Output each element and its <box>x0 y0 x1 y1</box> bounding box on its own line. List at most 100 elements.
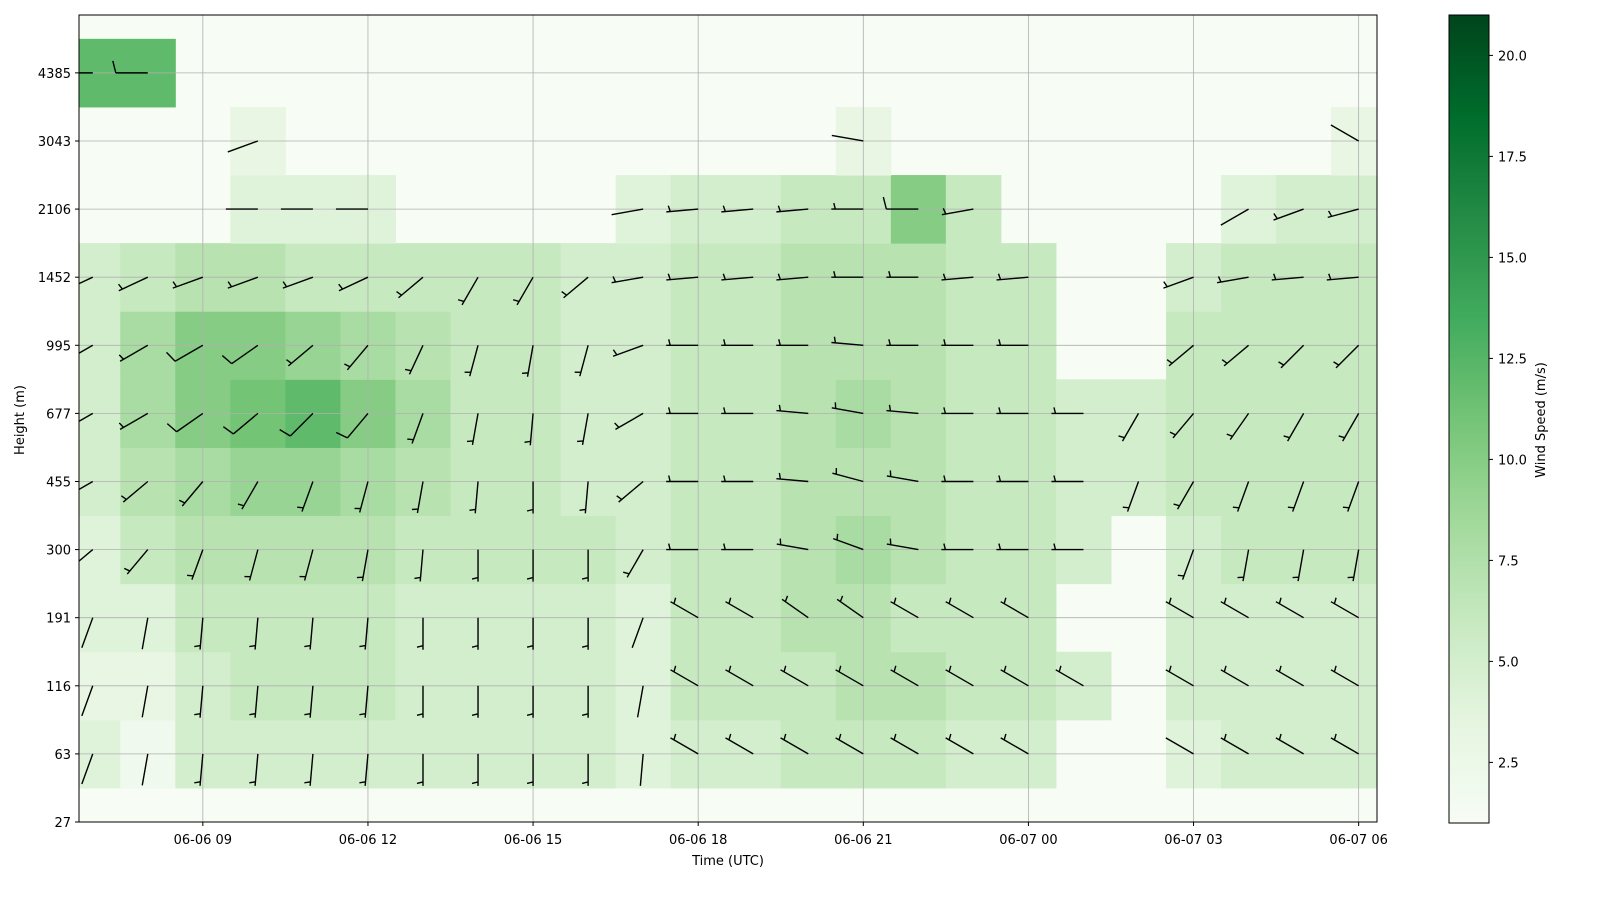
wind-barb <box>612 344 644 357</box>
wind-barb <box>725 733 754 755</box>
wind-barb <box>776 404 809 415</box>
wind-barb <box>112 60 148 74</box>
x-tick-label: 06-06 15 <box>504 833 562 848</box>
wind-barb <box>1338 413 1360 442</box>
wind-barb <box>279 412 314 437</box>
wind-barb <box>831 271 864 278</box>
wind-barb <box>1283 413 1305 442</box>
wind-barb <box>941 543 974 551</box>
wind-barb <box>1169 412 1195 439</box>
wind-barb <box>244 549 259 581</box>
y-tick-label: 63 <box>54 748 71 763</box>
wind-barb <box>166 344 204 362</box>
wind-barb <box>457 276 479 306</box>
wind-barb <box>359 685 369 718</box>
wind-barb <box>356 549 369 582</box>
wind-barb <box>721 407 754 415</box>
wind-barb <box>996 543 1029 551</box>
x-tick-label: 06-07 06 <box>1329 833 1387 848</box>
plot-frame <box>78 14 1378 823</box>
wind-barb <box>194 753 204 786</box>
wind-barb <box>411 481 424 514</box>
wind-barb <box>335 412 369 439</box>
wind-barb <box>781 595 809 619</box>
wind-barb <box>831 402 864 415</box>
wind-barb <box>118 344 149 362</box>
x-tick-label: 06-06 12 <box>339 833 397 848</box>
wind-barb <box>835 665 864 687</box>
wind-barb <box>1232 481 1250 512</box>
barbs <box>79 60 1360 786</box>
y-tick-label: 677 <box>46 407 71 422</box>
wind-barb <box>780 733 809 755</box>
wind-barb <box>890 597 919 619</box>
wind-barb <box>581 753 589 786</box>
wind-barb <box>227 140 259 153</box>
wind-barb <box>1275 597 1304 619</box>
wind-barb <box>666 407 699 415</box>
wind-barb <box>227 276 259 289</box>
wind-barb <box>941 208 974 216</box>
wind-barb <box>304 753 314 786</box>
wind-barb <box>512 276 534 306</box>
wind-barb <box>1000 733 1029 755</box>
wind-barb <box>471 617 479 650</box>
wind-barb <box>1173 481 1195 510</box>
x-tick-label: 06-07 03 <box>1164 833 1222 848</box>
wind-barb <box>1221 344 1250 367</box>
wind-barb <box>579 481 589 514</box>
wind-barb <box>521 345 534 377</box>
wind-barb <box>670 733 699 755</box>
wind-barb <box>1220 208 1249 226</box>
colorbar-tick-label: 17.5 <box>1498 150 1527 165</box>
wind-barb <box>780 665 809 687</box>
wind-barb <box>304 685 314 718</box>
wind-barb <box>725 665 754 687</box>
wind-barb <box>1177 549 1195 580</box>
wind-barb <box>666 543 699 551</box>
wind-barb <box>1275 733 1304 755</box>
wind-barb <box>526 617 534 650</box>
wind-barb <box>172 276 204 289</box>
wind-barb <box>945 733 974 755</box>
wind-barb <box>721 475 754 483</box>
wind-barb <box>359 617 369 650</box>
wind-barb <box>237 481 259 510</box>
wind-barb <box>614 412 644 430</box>
wind-barb <box>117 276 149 292</box>
wind-barb <box>1055 665 1084 687</box>
wind-barb <box>776 205 809 213</box>
wind-barb <box>416 753 424 786</box>
wind-barb <box>79 344 94 355</box>
y-tick-label: 116 <box>46 680 71 695</box>
wind-barb <box>611 208 644 216</box>
wind-barb <box>79 72 93 74</box>
wind-barb <box>623 549 644 578</box>
wind-barb <box>996 407 1029 415</box>
wind-barb <box>471 753 479 786</box>
wind-barb <box>1278 344 1305 369</box>
wind-barb <box>304 617 314 650</box>
wind-barb <box>882 196 919 210</box>
colorbar-tick-label: 15.0 <box>1498 251 1527 266</box>
x-tick-label: 06-06 09 <box>174 833 232 848</box>
wind-barb <box>1051 407 1084 415</box>
wind-barb <box>1122 481 1140 512</box>
wind-barb <box>396 276 424 299</box>
wind-barb <box>941 339 974 346</box>
wind-barb <box>286 344 314 367</box>
wind-barb <box>1051 543 1084 551</box>
wind-barb <box>941 407 974 415</box>
wind-barb <box>941 273 974 281</box>
wind-barb <box>581 617 589 650</box>
wind-barb <box>526 481 534 514</box>
wind-barb <box>890 665 919 687</box>
wind-barb <box>414 549 424 582</box>
wind-barb <box>831 134 864 142</box>
colorbar-tick-label: 5.0 <box>1498 655 1519 670</box>
wind-barb <box>404 344 424 375</box>
wind-barb <box>141 753 149 786</box>
wind-barb <box>79 549 94 563</box>
wind-barb <box>776 472 809 483</box>
